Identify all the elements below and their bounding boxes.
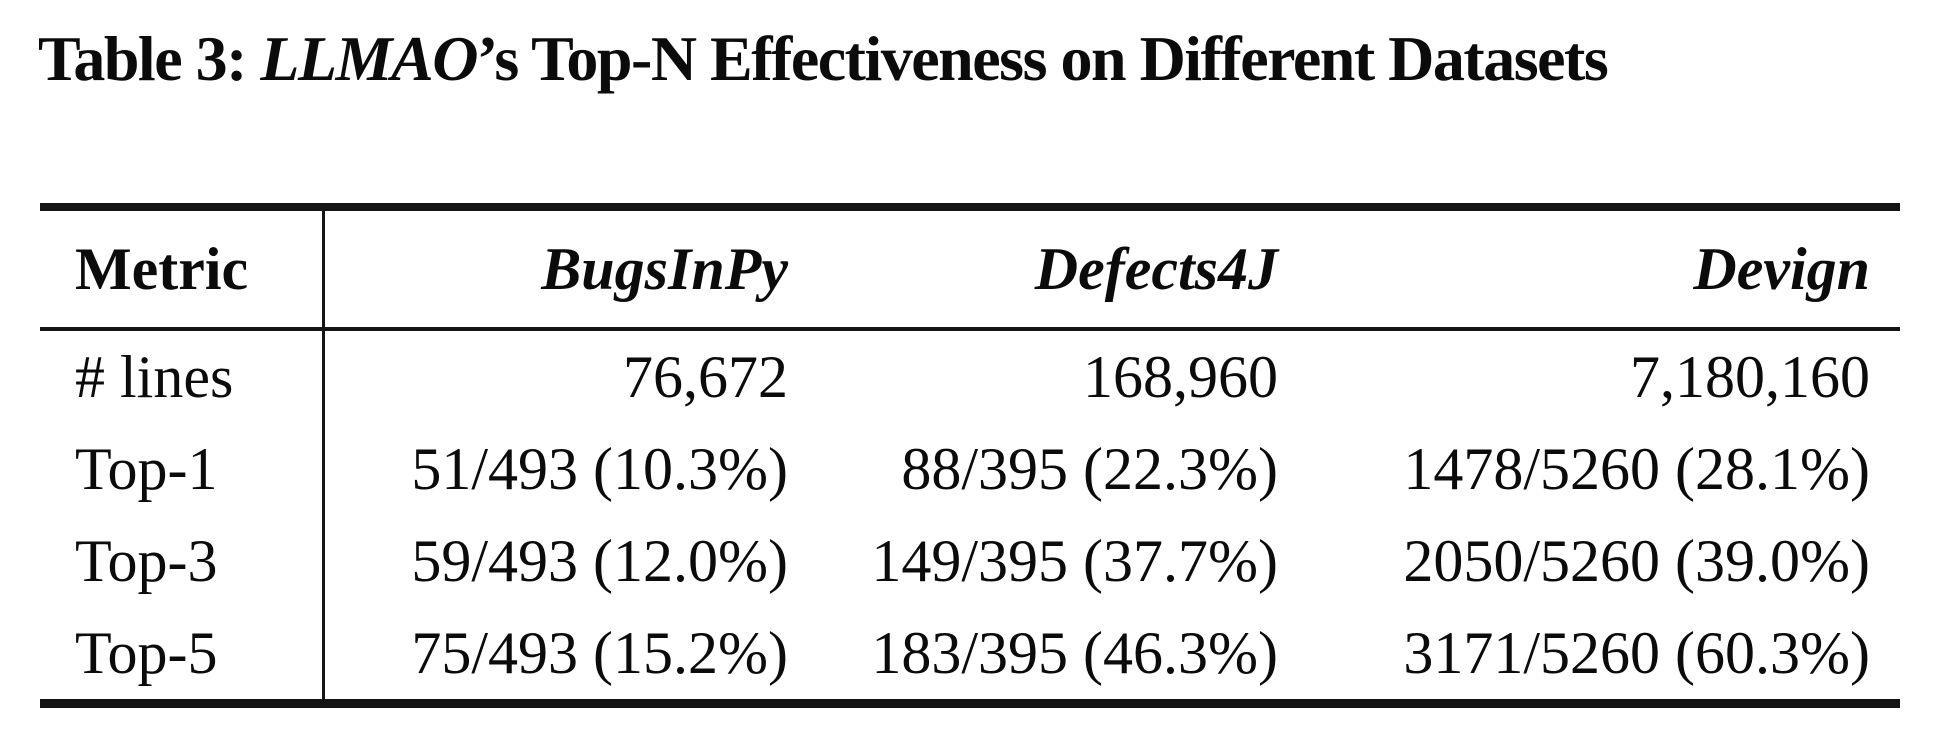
cell-bugsinpy: 59/493 (12.0%): [411, 528, 788, 594]
cell-metric-label: Top-1: [40, 423, 325, 515]
cell-devign: 2050/5260 (39.0%): [1403, 528, 1870, 594]
table-row-lines: # lines 76,672 168,960 7,180,160: [40, 331, 1900, 423]
column-header-devign: Devign: [1693, 236, 1870, 302]
caption-emphasis: LLMAO: [260, 23, 478, 94]
cell-devign: 3171/5260 (60.3%): [1403, 620, 1870, 686]
cell-defects4j: 168,960: [1083, 344, 1278, 410]
column-header-defects4j: Defects4J: [1034, 236, 1278, 302]
cell-metric-label: # lines: [40, 331, 325, 423]
cell-devign: 1478/5260 (28.1%): [1403, 436, 1870, 502]
cell-defects4j: 149/395 (37.7%): [871, 528, 1278, 594]
table-row-top1: Top-1 51/493 (10.3%) 88/395 (22.3%) 1478…: [40, 423, 1900, 515]
table-caption: Table 3: LLMAO’s Top-N Effectiveness on …: [38, 22, 1609, 96]
results-table: Metric BugsInPy Defects4J Devign # lines…: [40, 203, 1900, 708]
cell-devign: 7,180,160: [1630, 344, 1870, 410]
table-row-top5: Top-5 75/493 (15.2%) 183/395 (46.3%) 317…: [40, 607, 1900, 699]
column-header-bugsinpy: BugsInPy: [541, 236, 788, 302]
caption-prefix: Table 3:: [38, 23, 261, 94]
cell-defects4j: 88/395 (22.3%): [901, 436, 1278, 502]
table-header-row: Metric BugsInPy Defects4J Devign: [40, 211, 1900, 327]
table-mid-rule: [40, 327, 1900, 331]
table-bottom-rule: [40, 699, 1900, 708]
column-header-metric: Metric: [40, 211, 325, 327]
cell-bugsinpy: 75/493 (15.2%): [411, 620, 788, 686]
cell-metric-label: Top-3: [40, 515, 325, 607]
cell-bugsinpy: 76,672: [623, 344, 788, 410]
table-top-rule: [40, 203, 1900, 211]
caption-suffix: ’s Top-N Effectiveness on Different Data…: [476, 23, 1609, 94]
cell-bugsinpy: 51/493 (10.3%): [411, 436, 788, 502]
cell-defects4j: 183/395 (46.3%): [871, 620, 1278, 686]
cell-metric-label: Top-5: [40, 607, 325, 699]
table-row-top3: Top-3 59/493 (12.0%) 149/395 (37.7%) 205…: [40, 515, 1900, 607]
